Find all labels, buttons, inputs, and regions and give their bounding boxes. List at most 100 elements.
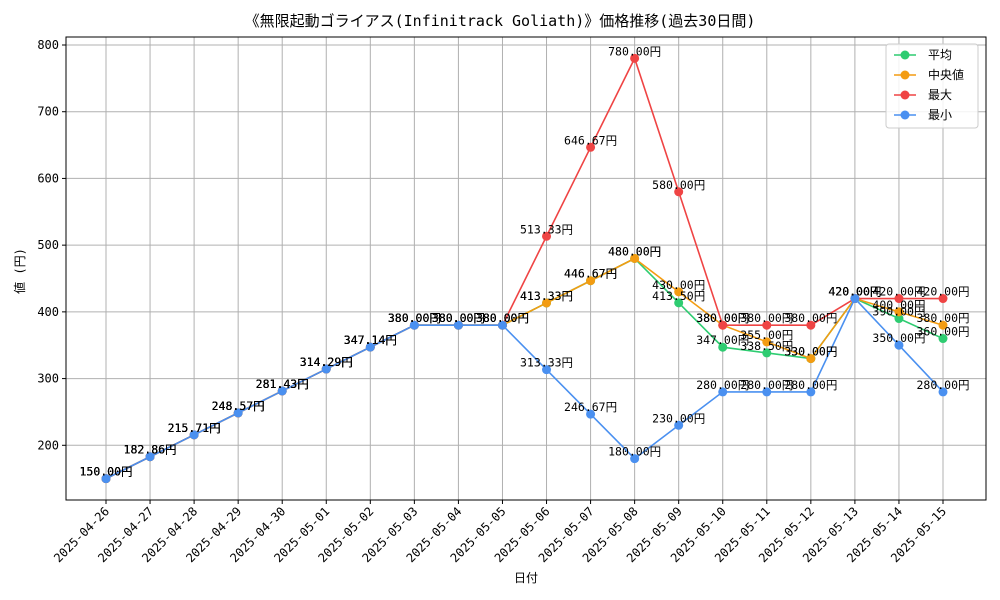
data-label: 580.00円: [652, 178, 705, 192]
data-label: 314.29円: [300, 355, 353, 369]
data-point: [365, 342, 375, 352]
data-labels: 150.00円 182.86円 215.71円 248.57円 281.43円 314.2…: [79, 44, 969, 478]
data-label: 420.00円: [916, 285, 969, 299]
data-point: [453, 320, 463, 330]
data-label: 646.67円: [564, 133, 617, 147]
data-point: [277, 386, 287, 396]
data-label: 314.29円: [300, 355, 353, 369]
data-label: 380.00円: [432, 311, 485, 325]
data-point: [189, 430, 199, 440]
data-label: 380.00円: [432, 311, 485, 325]
data-point: [674, 187, 684, 197]
data-label: 281.43円: [256, 377, 309, 391]
data-label: 248.57円: [212, 399, 265, 413]
data-label: 330.00円: [784, 345, 837, 359]
data-label: 215.71円: [168, 421, 221, 435]
data-point: [894, 294, 904, 304]
data-label: 480.00円: [608, 244, 661, 258]
data-point: [762, 348, 772, 358]
data-label: 380.00円: [432, 311, 485, 325]
data-label: 182.86円: [124, 443, 177, 457]
data-label: 347.14円: [344, 333, 397, 347]
data-label: 380.00円: [740, 311, 793, 325]
data-label: 380.00円: [388, 311, 441, 325]
data-label: 182.86円: [124, 443, 177, 457]
data-label: 413.50円: [652, 289, 705, 303]
data-label: 280.00円: [696, 378, 749, 392]
series-line: [105, 297, 944, 480]
legend-swatch-marker: [900, 50, 910, 60]
legend-swatch-marker: [900, 70, 910, 80]
y-tick-label: 600: [37, 171, 59, 185]
data-label: 380.00円: [476, 311, 529, 325]
data-label: 314.29円: [300, 355, 353, 369]
data-label: 413.33円: [520, 289, 573, 303]
series-layer: [101, 53, 948, 484]
data-label: 338.50円: [740, 339, 793, 353]
data-label: 246.67円: [564, 400, 617, 414]
y-tick-label: 400: [37, 305, 59, 319]
data-label: 513.33円: [520, 222, 573, 236]
data-point: [806, 320, 816, 330]
data-label: 380.00円: [388, 311, 441, 325]
legend-box: [885, 43, 979, 129]
data-label: 350.00円: [872, 331, 925, 345]
data-label: 248.57円: [212, 399, 265, 413]
data-label: 380.00円: [388, 311, 441, 325]
data-label: 215.71円: [168, 421, 221, 435]
data-point: [718, 387, 728, 397]
y-tick-label: 300: [37, 372, 59, 386]
data-label: 380.00円: [388, 311, 441, 325]
data-point: [894, 340, 904, 350]
data-label: 420.00円: [828, 285, 881, 299]
data-point: [542, 298, 552, 308]
data-label: 780.00円: [608, 44, 661, 58]
y-tick-label: 700: [37, 105, 59, 119]
data-label: 280.00円: [916, 378, 969, 392]
data-point: [762, 387, 772, 397]
x-axis-label: 日付: [514, 571, 538, 585]
data-point: [542, 365, 552, 375]
data-label: 380.00円: [432, 311, 485, 325]
data-point: [674, 298, 684, 308]
data-point: [806, 387, 816, 397]
data-point: [497, 320, 507, 330]
data-point: [674, 287, 684, 297]
data-label: 182.86円: [124, 443, 177, 457]
data-point: [762, 337, 772, 347]
data-label: 280.00円: [784, 378, 837, 392]
data-point: [894, 307, 904, 317]
data-point: [586, 142, 596, 152]
data-label: 150.00円: [79, 465, 132, 479]
data-label: 150.00円: [79, 465, 132, 479]
chart-title: 《無限起動ゴライアス(Infinitrack Goliath)》価格推移(過去3…: [244, 12, 756, 30]
data-point: [630, 53, 640, 63]
data-label: 281.43円: [256, 377, 309, 391]
data-label: 180.00円: [608, 445, 661, 459]
legend-swatch-marker: [900, 110, 910, 120]
data-label: 480.00円: [608, 244, 661, 258]
data-label: 380.00円: [476, 311, 529, 325]
data-point: [894, 314, 904, 324]
data-label: 420.00円: [828, 285, 881, 299]
data-label: 313.33円: [520, 356, 573, 370]
data-point: [321, 364, 331, 374]
data-label: 420.00円: [828, 285, 881, 299]
data-label: 281.43円: [256, 377, 309, 391]
data-label: 380.00円: [476, 311, 529, 325]
data-label: 380.00円: [696, 311, 749, 325]
data-point: [101, 474, 111, 484]
data-label: 355.00円: [740, 328, 793, 342]
plot-frame: [65, 36, 987, 501]
data-label: 280.00円: [740, 378, 793, 392]
y-tick-label: 800: [37, 38, 59, 52]
data-point: [674, 420, 684, 430]
data-label: 420.00円: [828, 285, 881, 299]
data-label: 400.00円: [872, 298, 925, 312]
data-point: [586, 276, 596, 286]
legend-swatch-marker: [900, 90, 910, 100]
data-point: [542, 231, 552, 241]
y-axis-label: 値 (円): [12, 248, 27, 294]
data-label: 380.00円: [476, 311, 529, 325]
data-label: 150.00円: [79, 465, 132, 479]
